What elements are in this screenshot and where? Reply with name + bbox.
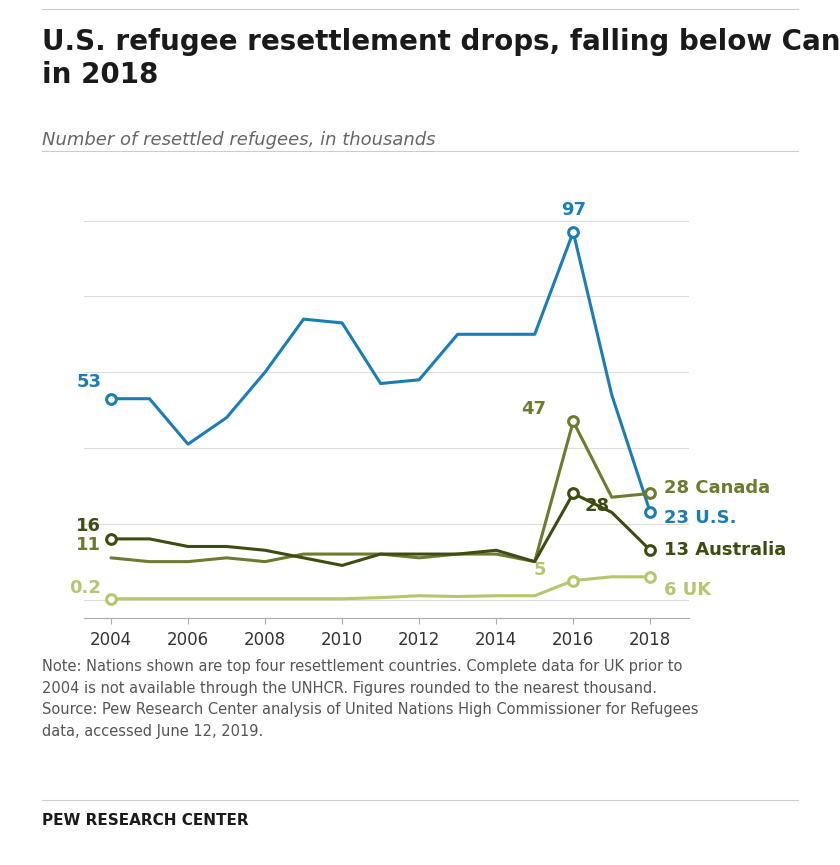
Text: 28: 28 (585, 497, 610, 516)
Text: 0.2: 0.2 (70, 579, 102, 597)
Text: U.S. refugee resettlement drops, falling below Canada
in 2018: U.S. refugee resettlement drops, falling… (42, 28, 840, 89)
Text: 97: 97 (561, 201, 585, 219)
Text: PEW RESEARCH CENTER: PEW RESEARCH CENTER (42, 813, 249, 828)
Text: 16: 16 (76, 517, 102, 535)
Text: 6 UK: 6 UK (664, 581, 711, 599)
Text: 53: 53 (76, 373, 102, 391)
Text: Note: Nations shown are top four resettlement countries. Complete data for UK pr: Note: Nations shown are top four resettl… (42, 659, 699, 739)
Text: 23 U.S.: 23 U.S. (664, 509, 737, 527)
Text: 5: 5 (533, 561, 546, 579)
Text: Number of resettled refugees, in thousands: Number of resettled refugees, in thousan… (42, 131, 435, 150)
Text: 13 Australia: 13 Australia (664, 541, 786, 560)
Text: 47: 47 (522, 400, 546, 418)
Text: 11: 11 (76, 536, 102, 554)
Text: 28 Canada: 28 Canada (664, 478, 770, 497)
